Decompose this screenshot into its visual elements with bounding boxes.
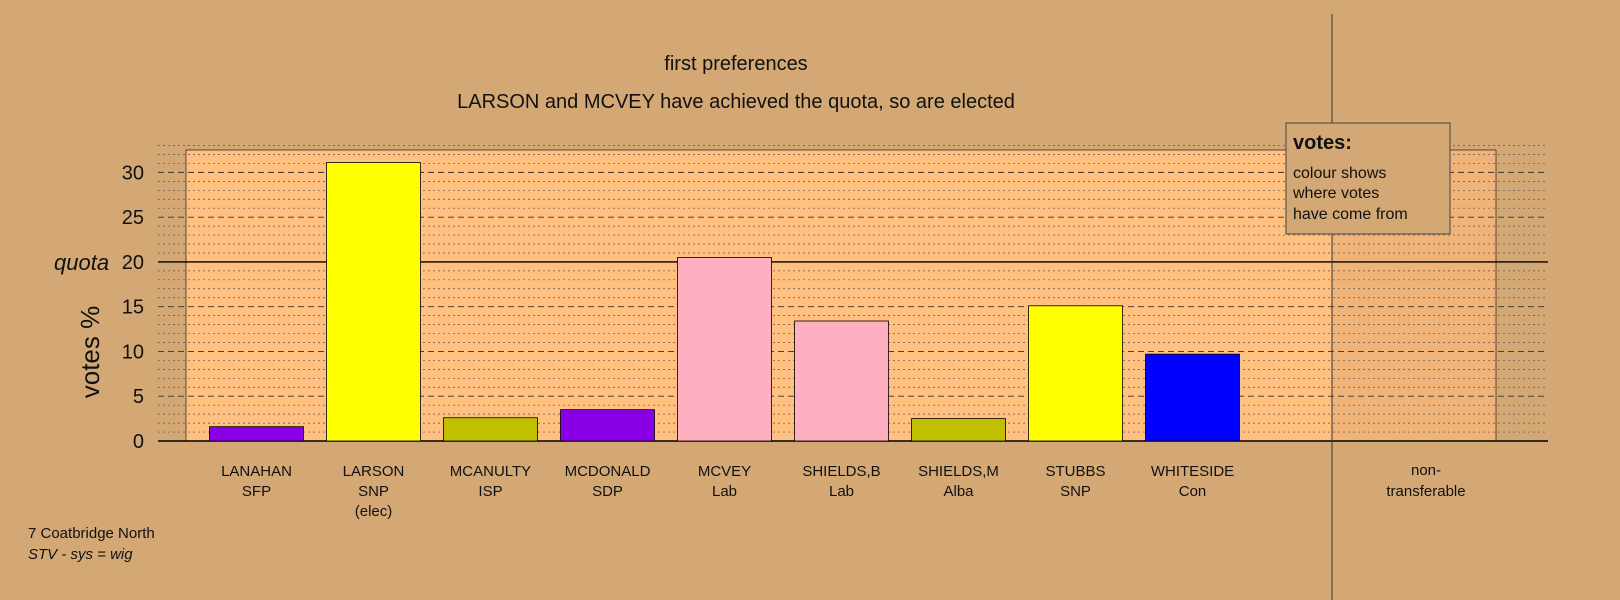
candidate-party: SNP bbox=[1060, 483, 1091, 500]
y-tick-label: 30 bbox=[122, 162, 144, 184]
chart-title: first preferences bbox=[664, 53, 807, 75]
bar-shieldsm bbox=[911, 418, 1006, 442]
candidate-name: MCANULTY bbox=[450, 463, 531, 480]
chart-subtitle: LARSON and MCVEY have achieved the quota… bbox=[457, 91, 1015, 113]
candidate-party: ISP bbox=[478, 483, 502, 500]
candidate-elected-note: (elec) bbox=[355, 503, 393, 520]
candidate-party: SNP bbox=[358, 483, 389, 500]
ward-name: 7 Coatbridge North bbox=[28, 525, 155, 542]
bar-whiteside bbox=[1145, 353, 1240, 442]
voting-system: STV - sys = wig bbox=[28, 546, 133, 563]
candidate-party: Con bbox=[1179, 483, 1207, 500]
candidate-party: SFP bbox=[242, 483, 271, 500]
bar-mcanulty bbox=[443, 417, 538, 442]
nontransferable-label-line1: non- bbox=[1411, 462, 1441, 479]
nontransferable-label-line2: transferable bbox=[1386, 483, 1465, 500]
candidate-name: LANAHAN bbox=[221, 463, 292, 480]
legend-box bbox=[1285, 122, 1451, 235]
legend-title: votes: bbox=[1293, 132, 1352, 154]
bars bbox=[209, 162, 1240, 442]
candidate-name: MCVEY bbox=[698, 463, 751, 480]
x-axis-labels: LANAHAN SFP LARSON SNP (elec) MCANULTY ISP MCDO… bbox=[221, 463, 1234, 520]
candidate-party: SDP bbox=[592, 483, 623, 500]
bar-stubbs bbox=[1028, 305, 1123, 442]
bar-larson bbox=[326, 162, 421, 442]
legend-line: colour shows bbox=[1293, 165, 1386, 182]
y-axis-label: votes % bbox=[75, 306, 105, 399]
quota-label: quota bbox=[54, 250, 109, 275]
bar-lanahan bbox=[209, 426, 304, 442]
y-axis-ticks: 0 5 10 15 20 25 30 bbox=[122, 162, 144, 453]
y-tick-label: 10 bbox=[122, 341, 144, 363]
candidate-name: SHIELDS,M bbox=[918, 463, 999, 480]
candidate-party: Lab bbox=[712, 483, 737, 500]
candidate-party: Alba bbox=[943, 483, 974, 500]
candidate-name: MCDONALD bbox=[565, 463, 651, 480]
legend-line: where votes bbox=[1292, 185, 1379, 202]
legend-line: have come from bbox=[1293, 206, 1408, 223]
y-tick-label: 15 bbox=[122, 297, 144, 319]
candidate-name: SHIELDS,B bbox=[802, 463, 880, 480]
bar-shieldsb bbox=[794, 320, 889, 442]
candidate-party: Lab bbox=[829, 483, 854, 500]
bar-mcdonald bbox=[560, 409, 655, 442]
bar-mcvey bbox=[677, 257, 772, 442]
y-tick-label: 20 bbox=[122, 252, 144, 274]
candidate-name: LARSON bbox=[343, 463, 405, 480]
y-tick-label: 0 bbox=[133, 431, 144, 453]
y-tick-label: 25 bbox=[122, 207, 144, 229]
candidate-name: WHITESIDE bbox=[1151, 463, 1234, 480]
y-tick-label: 5 bbox=[133, 386, 144, 408]
candidate-name: STUBBS bbox=[1045, 463, 1105, 480]
